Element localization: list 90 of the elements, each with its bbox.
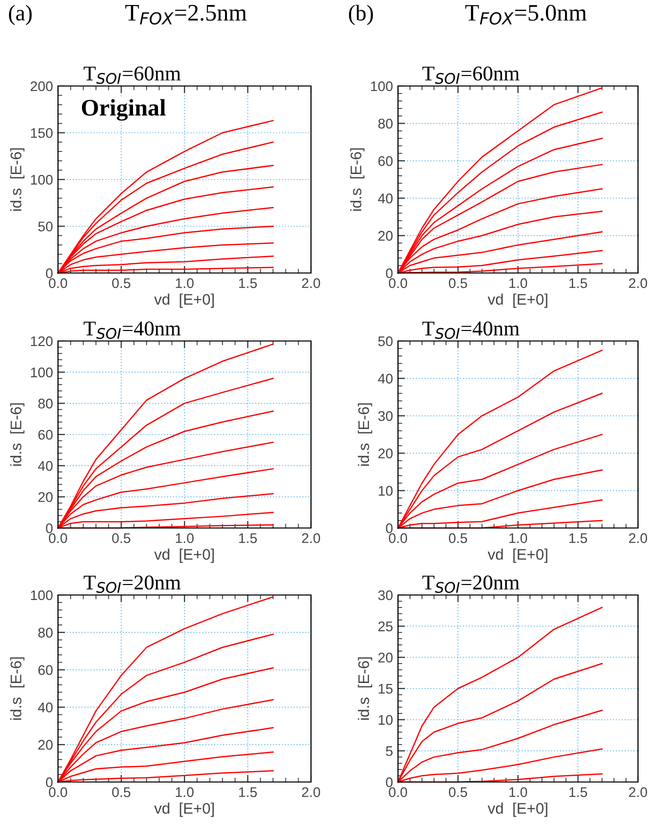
chart-title: T$_{SOI}$=60nm (422, 66, 520, 84)
x-axis-title: vd [E+0] (488, 802, 548, 817)
chart-title: T$_{SOI}$=60nm (84, 66, 181, 84)
chart-title: T$_{SOI}$=40nm (422, 321, 520, 339)
x-tick-label: 2.0 (629, 787, 648, 798)
x-tick-label: 0.0 (48, 787, 68, 798)
y-tick-label: 10 (378, 715, 393, 725)
y-tick-label: 30 (378, 590, 393, 600)
y-tick-label: 5 (386, 746, 393, 756)
y-tick-label: 0 (386, 523, 393, 534)
x-tick-label: 1.0 (509, 787, 528, 798)
x-tick-label: 1.5 (239, 533, 257, 544)
x-axis-title: vd [E+0] (488, 548, 548, 563)
y-tick-label: 25 (378, 622, 393, 632)
x-tick-label: 0.5 (112, 278, 130, 288)
y-tick-label: 100 (31, 590, 53, 600)
x-tick-label: 0.0 (388, 533, 408, 544)
x-tick-label: 1.5 (569, 787, 588, 798)
y-tick-label: 40 (38, 702, 53, 712)
y-tick-label: 20 (38, 740, 53, 750)
x-tick-label: 0.5 (448, 787, 468, 798)
x-tick-label: 1.5 (569, 533, 588, 544)
annotation: Original (82, 99, 166, 121)
y-tick-label: 100 (31, 368, 53, 378)
y-tick-label: 20 (378, 652, 393, 663)
y-tick-label: 80 (38, 398, 53, 409)
y-tick-label: 0 (386, 777, 393, 788)
y-axis-title: id.s [E-6] (358, 403, 372, 466)
x-tick-label: 2.0 (629, 533, 648, 544)
y-tick-label: 0 (46, 268, 53, 278)
y-tick-label: 0 (46, 777, 53, 788)
y-tick-label: 0 (46, 523, 53, 534)
x-tick-label: 0.0 (388, 787, 408, 798)
y-axis-title: id.s [E-6] (10, 657, 24, 720)
y-tick-label: 20 (378, 448, 393, 458)
chart-title: T$_{SOI}$=20nm (422, 575, 520, 593)
y-tick-label: 40 (38, 461, 53, 471)
x-tick-label: 0.0 (388, 278, 408, 288)
x-axis-title: vd [E+0] (154, 294, 214, 308)
x-axis-title: vd [E+0] (488, 294, 548, 308)
y-tick-label: 60 (38, 430, 53, 440)
y-tick-label: 15 (378, 684, 393, 694)
y-tick-label: 100 (31, 174, 53, 185)
x-tick-label: 0.0 (48, 278, 68, 288)
y-tick-label: 50 (38, 222, 53, 232)
x-axis-title: vd [E+0] (154, 548, 214, 563)
x-tick-label: 2.0 (302, 787, 320, 798)
x-tick-label: 0.5 (448, 278, 468, 288)
y-tick-label: 50 (378, 336, 393, 346)
x-tick-label: 2.0 (629, 278, 648, 288)
y-axis-title: id.s [E-6] (10, 148, 24, 211)
x-tick-label: 1.5 (569, 278, 588, 288)
y-tick-label: 40 (378, 194, 393, 204)
y-tick-label: 60 (378, 156, 393, 166)
x-tick-label: 0.5 (112, 787, 130, 798)
text: (b) (348, 4, 373, 26)
text: T$_{FOX}$=5.0nm (465, 4, 587, 25)
x-tick-label: 0.0 (48, 533, 68, 544)
x-tick-label: 1.0 (509, 278, 528, 288)
y-tick-label: 20 (38, 492, 53, 502)
y-tick-label: 30 (378, 411, 393, 421)
x-tick-label: 2.0 (302, 533, 320, 544)
y-tick-label: 10 (378, 486, 393, 496)
y-axis-title: id.s [E-6] (358, 657, 372, 720)
x-tick-label: 0.5 (448, 533, 468, 544)
y-tick-label: 100 (371, 81, 393, 92)
x-tick-label: 1.0 (176, 533, 194, 544)
text: (a) (8, 4, 32, 26)
y-tick-label: 40 (378, 374, 393, 384)
x-tick-label: 0.5 (112, 533, 130, 544)
x-tick-label: 1.0 (509, 533, 528, 544)
chart-title: T$_{SOI}$=40nm (84, 321, 181, 339)
x-axis-title: vd [E+0] (154, 802, 214, 817)
y-tick-label: 120 (31, 336, 53, 346)
y-tick-label: 80 (378, 118, 393, 129)
x-tick-label: 1.0 (176, 278, 194, 288)
y-tick-label: 20 (378, 230, 393, 241)
y-tick-label: 0 (386, 268, 393, 278)
y-axis-title: id.s [E-6] (10, 403, 24, 466)
x-tick-label: 1.0 (176, 787, 194, 798)
chart-title: T$_{SOI}$=20nm (84, 575, 181, 593)
y-tick-label: 200 (30, 81, 53, 92)
y-tick-label: 60 (38, 665, 53, 675)
x-tick-label: 1.5 (239, 278, 257, 288)
y-tick-label: 150 (31, 128, 53, 138)
y-tick-label: 80 (38, 628, 53, 638)
x-tick-label: 1.5 (239, 787, 257, 798)
text: T$_{FOX}$=2.5nm (125, 4, 247, 25)
x-tick-label: 2.0 (302, 278, 320, 288)
y-axis-title: id.s [E-6] (350, 148, 364, 211)
